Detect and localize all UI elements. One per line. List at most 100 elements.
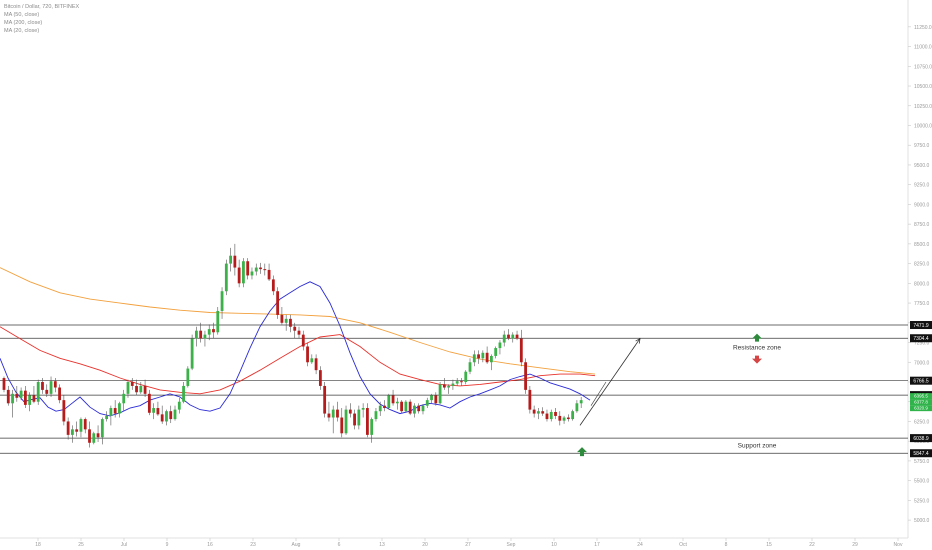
candle-down	[169, 411, 173, 420]
ma200-label: MA (200, close)	[4, 20, 43, 26]
ma20-label: MA (20, close)	[4, 28, 40, 34]
candle-down	[271, 279, 275, 292]
candle-down	[391, 395, 395, 404]
candle-down	[75, 429, 79, 432]
candle-up	[49, 381, 53, 394]
current-price-tag	[910, 405, 932, 412]
candle-up	[549, 411, 553, 420]
candle-down	[515, 334, 519, 339]
candle-down	[417, 405, 421, 412]
x-tick-label: 24	[637, 542, 643, 548]
candle-up	[361, 408, 365, 410]
price-level-tag	[910, 334, 932, 343]
candle-up	[284, 318, 288, 323]
candle-up	[242, 261, 245, 284]
candle-down	[88, 429, 91, 443]
candle-down	[233, 255, 237, 268]
y-tick-label: 10750.0	[914, 64, 932, 70]
candle-up	[511, 334, 515, 339]
candle-up	[455, 381, 459, 384]
chart-legend: Bitcoin / Dollar, 720, BITFINEX MA (50, …	[4, 3, 79, 35]
ma200-line	[0, 267, 596, 375]
candle-down	[259, 267, 262, 270]
support-up-arrow-icon	[577, 447, 587, 457]
y-tick-label: 8500.0	[914, 242, 930, 248]
candle-down	[212, 329, 215, 333]
candle-down	[383, 405, 386, 409]
candle-up	[464, 371, 468, 382]
y-tick-label: 6250.0	[914, 419, 930, 425]
candle-down	[156, 408, 160, 415]
candle-down	[541, 411, 545, 414]
candle-down	[297, 330, 301, 335]
candle-up	[182, 385, 185, 402]
candle-up	[118, 403, 121, 414]
y-tick-label: 6000.0	[914, 439, 930, 445]
candle-down	[32, 395, 36, 402]
candle-up	[71, 429, 74, 435]
x-tick-label: Oct	[679, 542, 687, 548]
candle-up	[489, 355, 493, 363]
candle-up	[224, 263, 228, 292]
candle-down	[160, 414, 164, 422]
candle-up	[498, 342, 502, 349]
candle-up	[194, 330, 198, 339]
x-tick-label: 8	[725, 542, 728, 548]
candle-down	[96, 433, 100, 438]
candle-down	[15, 393, 19, 398]
candle-down	[442, 384, 446, 388]
price-level-label: 7304.4	[913, 336, 929, 342]
candle-up	[451, 383, 455, 386]
candle-down	[147, 393, 151, 413]
x-tick-label: Nov	[894, 542, 903, 548]
candle-down	[306, 346, 309, 363]
candle-down	[276, 291, 280, 315]
y-tick-label: 8000.0	[914, 281, 930, 287]
price-level-tag	[910, 434, 932, 443]
candle-up	[438, 384, 442, 404]
resistance-zone-label: Resistance zone	[733, 345, 781, 352]
candle-up	[190, 338, 194, 369]
candle-up	[494, 348, 498, 356]
candle-up	[357, 409, 361, 426]
price-level-label: 6038.9	[913, 436, 929, 442]
candle-down	[45, 389, 49, 394]
y-tick-label: 10500.0	[914, 84, 932, 90]
ma50-label: MA (50, close)	[4, 12, 40, 18]
candle-up	[28, 395, 32, 405]
candle-down	[293, 326, 297, 331]
current-price-label: 6377.8	[914, 400, 928, 405]
candle-down	[41, 381, 44, 390]
candle-down	[199, 330, 203, 339]
candle-down	[519, 338, 523, 363]
candle-down	[301, 334, 305, 347]
y-tick-label: 9750.0	[914, 143, 930, 149]
x-tick-label: 9	[166, 542, 169, 548]
candle-up	[250, 271, 254, 276]
candle-down	[336, 409, 339, 418]
current-price-tag	[910, 399, 932, 406]
price-level-tag	[910, 321, 932, 330]
candle-down	[434, 395, 438, 404]
ma20-line	[0, 281, 591, 417]
y-tick-label: 7250.0	[914, 341, 930, 347]
y-tick-label: 9500.0	[914, 163, 930, 169]
candle-up	[472, 354, 476, 363]
candle-up	[220, 291, 224, 311]
projection-arrow-head	[635, 337, 641, 344]
candle-down	[545, 413, 549, 420]
candle-up	[229, 255, 232, 264]
candle-up	[562, 417, 566, 421]
x-tick-label: 23	[250, 542, 256, 548]
candle-down	[327, 413, 331, 418]
candle-up	[254, 267, 258, 272]
price-level-tag	[910, 449, 932, 458]
candle-up	[374, 411, 378, 420]
candle-up	[579, 400, 583, 404]
candle-down	[400, 401, 404, 412]
candle-up	[468, 362, 472, 372]
candle-down	[135, 385, 138, 393]
x-tick-label: Jul	[121, 542, 127, 548]
